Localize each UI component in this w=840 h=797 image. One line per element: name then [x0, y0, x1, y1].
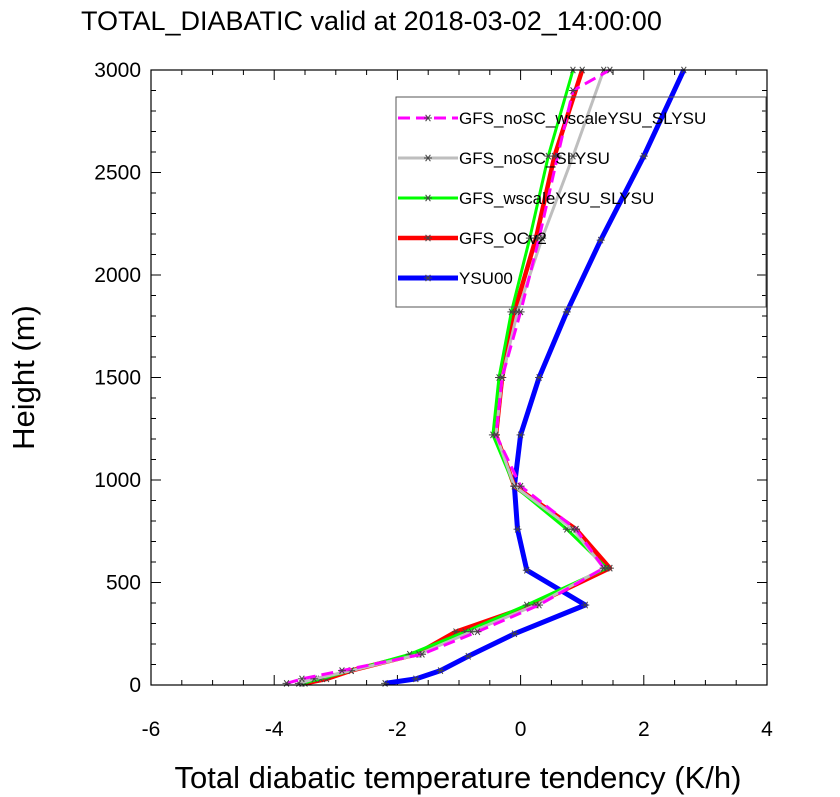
plot-frame	[150, 69, 768, 686]
data-point	[491, 431, 500, 439]
legend-entry: GFS_noSC_SLYSU	[398, 149, 610, 168]
legend-entry: GFS_OCv2	[398, 229, 547, 248]
data-point	[411, 675, 420, 683]
y-axis-label: Height (m)	[6, 305, 41, 450]
data-point	[418, 650, 427, 658]
data-point	[522, 566, 531, 574]
series-lines	[282, 66, 688, 687]
x-tick-label: -6	[142, 718, 161, 741]
data-point	[297, 675, 306, 683]
y-tick-label: 1000	[94, 469, 141, 492]
legend-marker	[424, 274, 432, 282]
data-point	[568, 87, 577, 94]
y-tick-label: 1500	[94, 367, 141, 390]
x-tick-label: 2	[638, 718, 650, 741]
legend-marker	[424, 114, 432, 122]
y-tick-label: 500	[106, 572, 141, 595]
legend-label: GFS_noSC_SLYSU	[459, 149, 610, 168]
data-point	[535, 373, 544, 382]
legend-label: GFS_wscaleYSU_SLYSU	[459, 189, 654, 208]
axis-ticks: -6 -4 -2 0 2 4 0 500 1000 1500 2000 2500 3000	[94, 59, 773, 741]
data-point	[516, 482, 525, 490]
legend-marker	[424, 194, 432, 202]
chart-title: TOTAL_DIABATIC valid at 2018-03-02_14:00…	[81, 6, 662, 36]
data-point	[510, 630, 519, 638]
data-point	[535, 601, 544, 609]
x-tick-label: -2	[388, 718, 407, 741]
x-tick-label: -4	[265, 718, 284, 741]
legend-label: YSU00	[459, 269, 513, 288]
y-tick-label: 2500	[94, 162, 141, 185]
legend-label: GFS_OCv2	[459, 229, 547, 248]
legend-marker	[424, 234, 432, 242]
legend-entry: GFS_noSC_wscaleYSU_SLYSU	[398, 109, 706, 128]
data-point	[581, 601, 590, 609]
data-point	[473, 628, 482, 636]
data-point	[498, 373, 507, 382]
y-tick-label: 3000	[94, 59, 141, 82]
data-point	[516, 431, 525, 439]
x-tick-label: 0	[515, 718, 527, 741]
data-point	[513, 525, 522, 533]
data-point	[596, 236, 605, 244]
data-point	[544, 152, 553, 160]
data-point	[337, 667, 346, 675]
legend: GFS_noSC_wscaleYSU_SLYSU GFS_noSC_SLYSU GF…	[395, 96, 767, 308]
series-line	[286, 68, 611, 685]
data-point	[525, 234, 534, 242]
legend-marker	[424, 154, 432, 162]
data-point	[639, 152, 648, 160]
x-tick-label: 4	[761, 718, 773, 741]
legend-box	[395, 96, 767, 308]
data-point	[436, 667, 445, 675]
data-point	[599, 564, 608, 572]
data-point	[572, 525, 581, 533]
data-point	[516, 308, 525, 316]
legend-label: GFS_noSC_wscaleYSU_SLYSU	[459, 109, 706, 128]
y-tick-label: 0	[129, 674, 141, 697]
data-point	[553, 152, 562, 160]
data-point	[464, 652, 473, 660]
data-point	[562, 308, 571, 316]
data-point	[535, 234, 544, 242]
x-axis-label: Total diabatic temperature tendency (K/h…	[175, 760, 742, 795]
data-point	[568, 152, 577, 160]
legend-entry: GFS_wscaleYSU_SLYSU	[398, 189, 654, 208]
y-tick-label: 2000	[94, 264, 141, 287]
legend-entry: YSU00	[398, 269, 513, 288]
